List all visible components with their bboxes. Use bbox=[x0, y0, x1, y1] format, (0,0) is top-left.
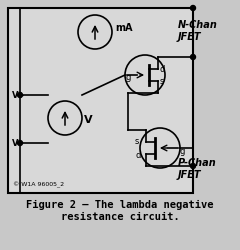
Circle shape bbox=[191, 6, 196, 10]
Text: V-: V- bbox=[12, 138, 22, 147]
Text: s: s bbox=[135, 138, 139, 146]
Text: P-Chan
JFET: P-Chan JFET bbox=[178, 158, 217, 180]
Text: N-Chan
JFET: N-Chan JFET bbox=[178, 20, 218, 42]
Circle shape bbox=[48, 101, 82, 135]
Circle shape bbox=[18, 140, 23, 145]
Text: Figure 2 – The lambda negative: Figure 2 – The lambda negative bbox=[26, 200, 214, 210]
Circle shape bbox=[191, 164, 196, 168]
Text: © W1A 96005_2: © W1A 96005_2 bbox=[13, 182, 64, 188]
Circle shape bbox=[191, 54, 196, 60]
Text: d: d bbox=[135, 152, 140, 160]
Text: V+: V+ bbox=[12, 90, 25, 100]
Text: g: g bbox=[180, 146, 185, 156]
Text: d: d bbox=[160, 64, 165, 74]
Text: V: V bbox=[84, 115, 93, 125]
Text: resistance circuit.: resistance circuit. bbox=[61, 212, 179, 222]
Circle shape bbox=[125, 55, 165, 95]
Text: mA: mA bbox=[115, 23, 132, 33]
Circle shape bbox=[140, 128, 180, 168]
Bar bbox=[8, 8, 193, 193]
Circle shape bbox=[78, 15, 112, 49]
Text: s: s bbox=[160, 78, 164, 86]
Text: g: g bbox=[126, 74, 131, 82]
Circle shape bbox=[18, 92, 23, 98]
